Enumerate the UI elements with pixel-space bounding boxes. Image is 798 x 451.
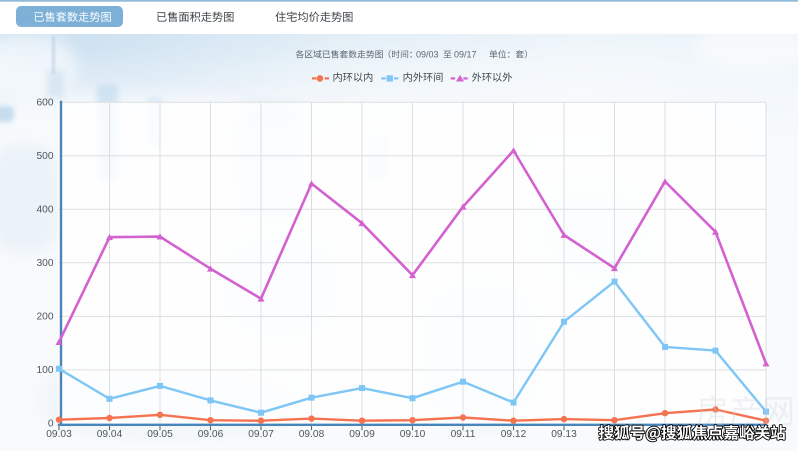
svg-text:09.06: 09.06 <box>198 429 224 440</box>
svg-text:200: 200 <box>37 312 54 323</box>
svg-text:09/17: 09/17 <box>454 50 477 60</box>
svg-text:0: 0 <box>48 419 54 430</box>
svg-text:09.03: 09.03 <box>46 429 72 440</box>
svg-text:09.09: 09.09 <box>349 429 375 440</box>
svg-text:09.13: 09.13 <box>551 429 577 440</box>
svg-text:100: 100 <box>37 365 54 376</box>
svg-text:09.11: 09.11 <box>451 429 476 440</box>
svg-text:09.08: 09.08 <box>299 429 325 440</box>
svg-text:500: 500 <box>37 151 54 162</box>
svg-text:09/03: 09/03 <box>416 50 439 60</box>
svg-text:09.04: 09.04 <box>97 429 123 440</box>
svg-text:09.05: 09.05 <box>147 429 173 440</box>
svg-text:09.07: 09.07 <box>248 429 274 440</box>
svg-text:600: 600 <box>37 98 54 109</box>
svg-text:09.10: 09.10 <box>400 429 426 440</box>
svg-text:400: 400 <box>37 205 54 216</box>
svg-text:09.12: 09.12 <box>501 429 527 440</box>
svg-text:300: 300 <box>37 258 54 269</box>
